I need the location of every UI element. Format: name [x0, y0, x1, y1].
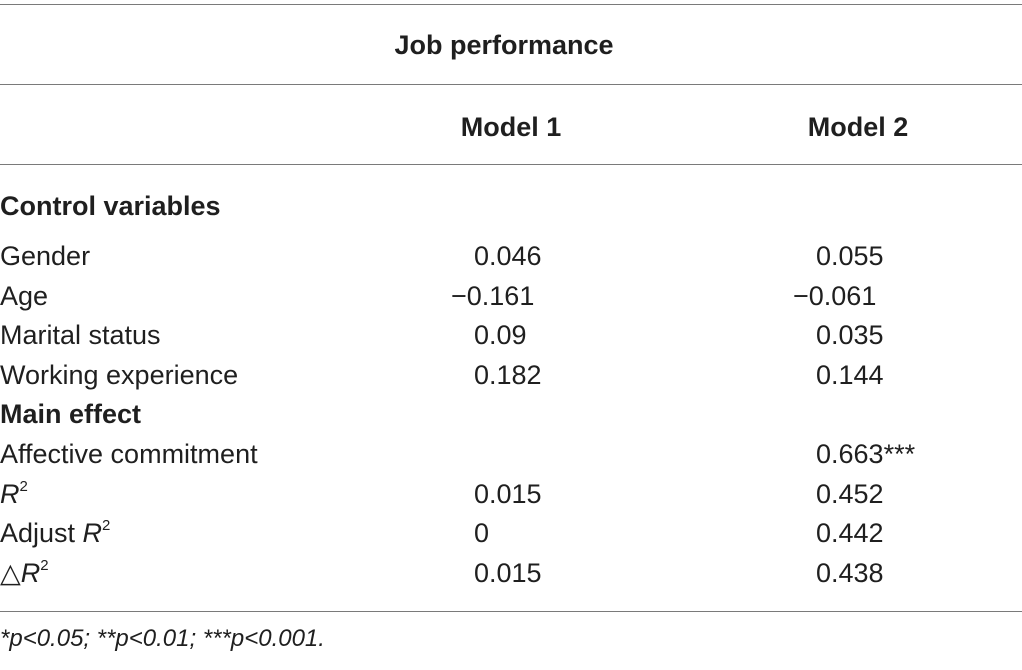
row-label-working-experience: Working experience	[0, 360, 239, 390]
column-header-model-2: Model 2	[807, 112, 909, 142]
row-label-r-squared: R2	[0, 478, 28, 509]
cell-working-experience-model-2: 0.144	[816, 360, 884, 390]
column-header-rule	[0, 164, 1022, 165]
adjust-r-squared-prefix: Adjust	[0, 518, 83, 548]
row-label-delta-r-squared: △R2	[0, 557, 49, 588]
cell-affective-commitment-model-2: 0.663***	[816, 439, 916, 469]
cell-working-experience-model-1: 0.182	[474, 360, 542, 390]
cell-gender-model-2: 0.055	[816, 241, 884, 271]
table-footnote: *p<0.05; **p<0.01; ***p<0.001.	[0, 625, 325, 652]
adjust-r-squared-symbol: R	[82, 518, 103, 548]
cell-r-squared-model-1: 0.015	[474, 479, 542, 509]
header-group-title: Job performance	[394, 30, 614, 60]
r-squared-symbol: R	[0, 479, 20, 509]
cell-marital-status-model-1: 0.09	[474, 320, 527, 350]
cell-marital-status-model-2: 0.035	[816, 320, 884, 350]
cell-delta-r-squared-model-2: 0.438	[816, 558, 884, 588]
cell-adjust-r-squared-model-2: 0.442	[816, 518, 884, 548]
section-label-main-effect: Main effect	[0, 399, 142, 429]
bottom-rule	[0, 611, 1022, 612]
row-label-gender: Gender	[0, 241, 91, 271]
adjust-r-squared-superscript: 2	[102, 517, 111, 534]
cell-age-model-1: −0.161	[451, 281, 535, 311]
row-label-age: Age	[0, 281, 49, 311]
row-label-adjust-r-squared: Adjust R2	[0, 517, 111, 548]
section-label-control-variables: Control variables	[0, 191, 221, 221]
cell-delta-r-squared-model-1: 0.015	[474, 558, 542, 588]
top-rule	[0, 4, 1022, 5]
column-header-model-1: Model 1	[460, 112, 562, 142]
delta-icon: △	[0, 558, 21, 588]
delta-r-squared-superscript: 2	[40, 557, 49, 574]
cell-gender-model-1: 0.046	[474, 241, 542, 271]
r-squared-superscript: 2	[19, 478, 28, 495]
row-label-affective-commitment: Affective commitment	[0, 439, 258, 469]
header-group-rule	[0, 84, 1022, 85]
cell-r-squared-model-2: 0.452	[816, 479, 884, 509]
cell-adjust-r-squared-model-1: 0	[474, 518, 490, 548]
row-label-marital-status: Marital status	[0, 320, 161, 350]
cell-age-model-2: −0.061	[793, 281, 877, 311]
delta-r-squared-symbol: R	[20, 558, 41, 588]
